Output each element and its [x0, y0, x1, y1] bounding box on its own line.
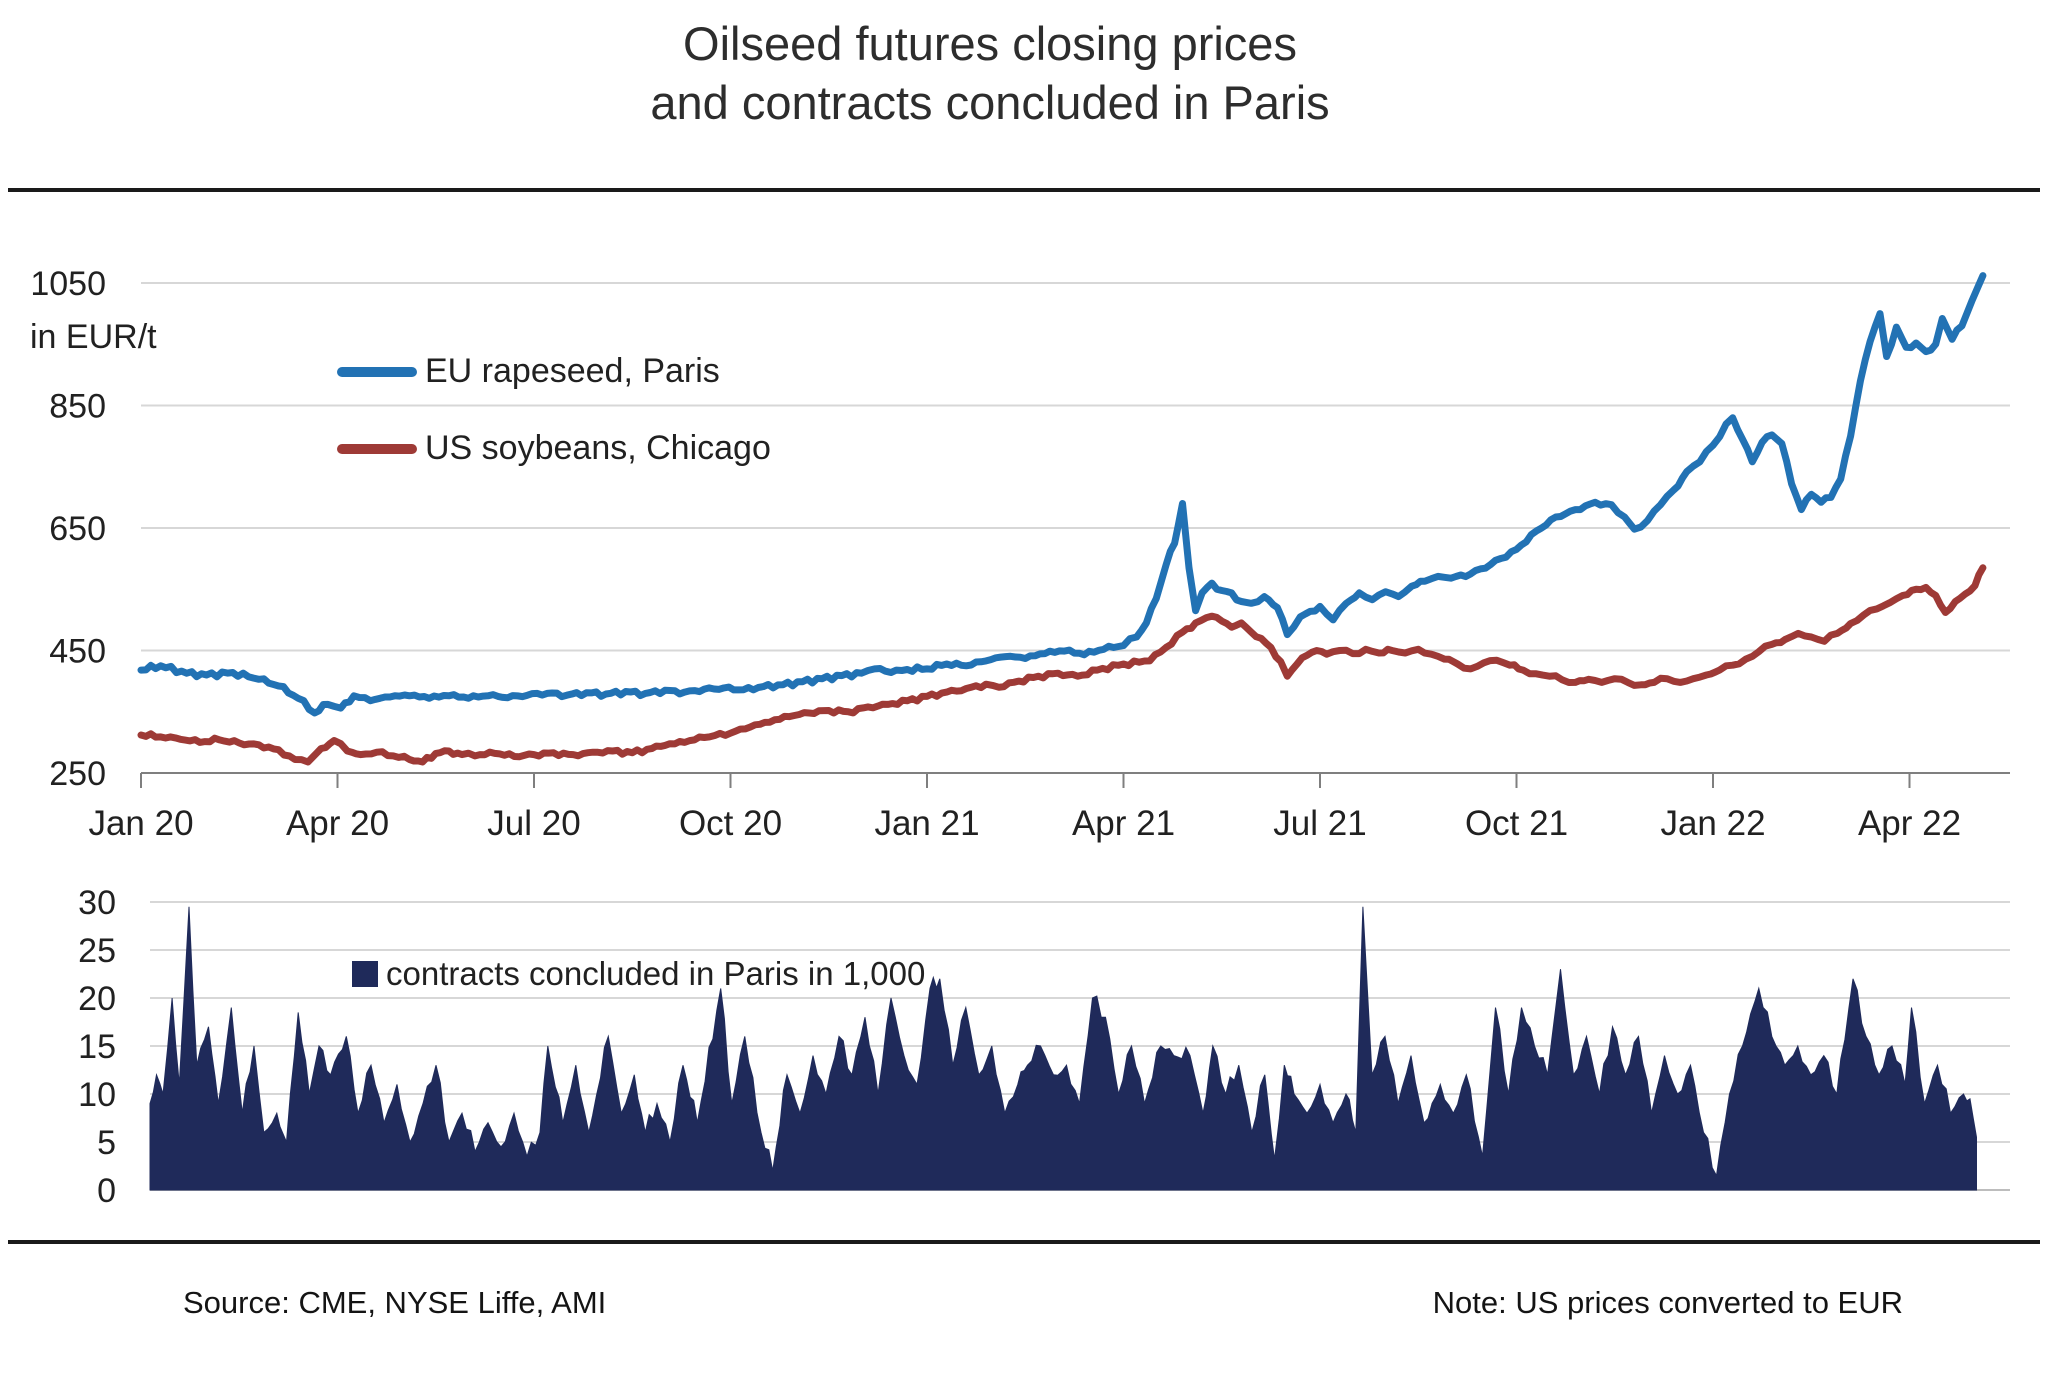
volume-y-tick-label-20: 20 — [78, 980, 116, 1018]
chart-title-line-2: and contracts concluded in Paris — [650, 76, 1330, 129]
price-y-tick-label-250: 250 — [49, 755, 106, 793]
price-x-tick-label-5: Apr 21 — [1072, 804, 1175, 843]
bottom-divider-rule — [8, 1240, 2040, 1244]
legend-label-contracts: contracts concluded in Paris in 1,000 — [386, 955, 926, 992]
chart-title: Oilseed futures closing prices and contr… — [0, 14, 1980, 132]
volume-y-tick-label-25: 25 — [78, 932, 116, 970]
rapeseed-line-swatch-icon — [337, 366, 417, 377]
price-x-tick-label-6: Jul 21 — [1273, 804, 1366, 843]
contracts-square-swatch-icon — [352, 961, 378, 987]
legend-item-rapeseed: EU rapeseed, Paris — [337, 352, 720, 391]
legend-label-soybeans: US soybeans, Chicago — [425, 429, 771, 467]
price-y-tick-label-650: 650 — [49, 510, 106, 548]
series-eu-rapeseed-line — [137, 272, 1987, 717]
volume-y-tick-label-5: 5 — [97, 1124, 116, 1162]
chart-title-line-1: Oilseed futures closing prices — [683, 17, 1297, 70]
price-y-tick-label-450: 450 — [49, 633, 106, 671]
volume-y-tick-label-15: 15 — [78, 1028, 116, 1066]
price-x-tick-label-4: Jan 21 — [874, 804, 979, 843]
price-x-tick-label-2: Jul 20 — [487, 804, 580, 843]
soybeans-line-swatch-icon — [337, 443, 417, 454]
price-x-tick-label-7: Oct 21 — [1465, 804, 1568, 843]
volume-y-tick-label-10: 10 — [78, 1076, 116, 1114]
conversion-note: Note: US prices converted to EUR — [1432, 1285, 1903, 1320]
top-divider-rule — [8, 188, 2040, 192]
series-contracts-area — [149, 906, 1977, 1191]
price-x-tick-label-8: Jan 22 — [1660, 804, 1765, 843]
series-us-soybeans-line — [137, 564, 1987, 766]
price-y-tick-label-850: 850 — [49, 388, 106, 426]
volume-y-tick-label-0: 0 — [97, 1172, 116, 1210]
legend-item-soybeans: US soybeans, Chicago — [337, 429, 771, 468]
legend-label-rapeseed: EU rapeseed, Paris — [425, 352, 720, 390]
price-y-axis-unit-label: in EUR/t — [30, 318, 157, 356]
price-y-tick-label-1050: 1050 — [30, 265, 106, 303]
source-note: Source: CME, NYSE Liffe, AMI — [183, 1285, 607, 1320]
legend-item-contracts: contracts concluded in Paris in 1,000 — [352, 955, 925, 993]
price-x-tick-label-0: Jan 20 — [88, 804, 193, 843]
price-x-tick-label-3: Oct 20 — [679, 804, 782, 843]
price-x-tick-label-1: Apr 20 — [286, 804, 389, 843]
price-x-tick-label-9: Apr 22 — [1858, 804, 1961, 843]
volume-y-tick-label-30: 30 — [78, 884, 116, 922]
